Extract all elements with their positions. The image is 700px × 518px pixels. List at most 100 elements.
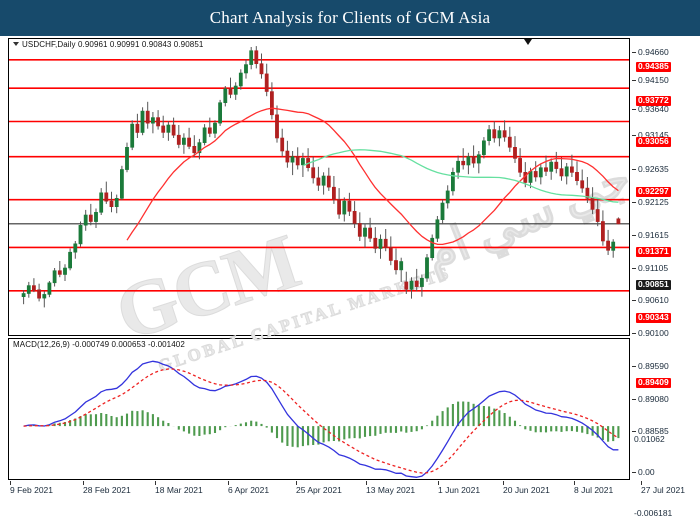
candle-body: [554, 161, 559, 169]
candle-body: [223, 88, 228, 103]
date-axis-label: 13 May 2021: [366, 481, 415, 495]
candle-body: [611, 241, 616, 251]
candle-body: [383, 238, 388, 248]
candle-body: [228, 88, 233, 95]
candle-body: [207, 127, 212, 134]
chevron-down-icon[interactable]: [13, 42, 19, 46]
symbol-ohlc-text: USDCHF,Daily 0.90961 0.90991 0.90843 0.9…: [22, 40, 204, 49]
candle-body: [264, 73, 269, 92]
axis-tick: [83, 481, 84, 485]
candle-body: [435, 219, 440, 239]
price-axis-label: 0.93640: [632, 105, 669, 114]
price-axis-label: 0.90343: [636, 313, 671, 323]
axis-tick: [632, 431, 636, 432]
macd-axis-label: -0.006181: [634, 509, 672, 518]
macd-axis-label: 0.01062: [634, 435, 665, 444]
candle-body: [88, 214, 93, 222]
candle-body: [497, 130, 502, 139]
candle-body: [368, 227, 373, 239]
price-pane[interactable]: GCM GLOBAL CAPITAL MARKETS جي سي ام USDC…: [8, 38, 639, 376]
candle-body: [290, 156, 295, 163]
candle-body: [492, 129, 497, 139]
axis-tick: [632, 135, 636, 136]
candle-body: [280, 137, 285, 152]
price-axis-value: 0.92125: [638, 197, 669, 207]
axis-tick: [228, 481, 229, 485]
candle-body: [549, 161, 554, 172]
candle-body: [238, 72, 243, 87]
macd-signal-line: [23, 368, 619, 474]
axis-tick: [503, 481, 504, 485]
candle-body: [21, 293, 26, 298]
candle-body: [331, 186, 336, 200]
title-bar: Chart Analysis for Clients of GCM Asia: [0, 0, 700, 36]
candle-body: [26, 285, 31, 294]
candle-body: [440, 202, 445, 221]
price-scale[interactable]: 0.94660 0.94385 0.94150 0.93772 0.93640 0.931…: [630, 38, 700, 518]
candle-body: [600, 221, 605, 242]
candle-body: [57, 270, 62, 275]
price-axis-value: 0.93056: [638, 136, 669, 146]
candle-body: [450, 172, 455, 192]
price-axis-value: 0.94150: [638, 75, 669, 85]
macd-axis-label: 0.00: [632, 468, 655, 477]
candle-body: [419, 277, 424, 287]
date-axis-label: 20 Jun 2021: [503, 481, 550, 495]
date-axis-value: 9 Feb 2021: [10, 485, 54, 495]
candle-body: [182, 137, 186, 145]
candle-body: [357, 223, 362, 237]
candle-body: [213, 122, 217, 134]
candle-body: [300, 158, 305, 166]
price-axis-value: 0.91105: [638, 263, 669, 273]
candle-body: [388, 247, 393, 261]
candle-body: [347, 200, 352, 212]
candle-body: [197, 142, 202, 154]
candle-body: [269, 91, 274, 116]
axis-tick: [632, 333, 636, 334]
candle-body: [466, 156, 471, 166]
candle-body: [373, 237, 378, 249]
candle-body: [311, 167, 316, 179]
moving-average-line: [302, 149, 619, 203]
price-axis-value: 0.92635: [638, 164, 669, 174]
candle-body: [218, 102, 223, 124]
price-axis-label: 0.92635: [632, 164, 669, 174]
price-axis-value: 0.91371: [638, 246, 669, 256]
candle-body: [590, 198, 595, 210]
date-axis-label: 27 Jul 2021: [641, 481, 685, 495]
candle-body: [533, 171, 538, 178]
date-axis-value: 18 Mar 2021: [155, 485, 203, 495]
date-axis-value: 1 Jun 2021: [438, 485, 481, 495]
price-axis-value: 0.88585: [638, 426, 669, 436]
candle-body: [616, 218, 621, 225]
price-axis-label: 0.94660: [632, 47, 669, 57]
axis-tick: [632, 169, 636, 170]
axis-tick: [155, 481, 156, 485]
date-axis-label: 1 Jun 2021: [438, 481, 481, 495]
candle-body: [337, 199, 342, 215]
date-axis-label: 18 Mar 2021: [155, 481, 203, 495]
date-axis-label: 25 Apr 2021: [296, 481, 342, 495]
price-axis-value: 0.94660: [638, 47, 669, 57]
price-plot: [9, 46, 629, 308]
price-axis-label: 0.90100: [632, 329, 669, 338]
candle-body: [120, 169, 124, 199]
candle-body: [414, 280, 419, 287]
price-axis-label: 0.89590: [632, 362, 669, 371]
price-axis-label: 0.92297: [636, 187, 671, 197]
axis-tick: [632, 52, 636, 53]
macd-axis-value: -0.006181: [634, 508, 673, 518]
macd-pane[interactable]: MACD(12,26,9) -0.000749 0.000653 -0.0014…: [8, 338, 630, 480]
candle-body: [52, 270, 57, 284]
candle-body: [47, 282, 52, 295]
candle-body: [394, 260, 398, 271]
price-axis-label: 0.89080: [632, 395, 669, 404]
candle-body: [99, 192, 104, 213]
price-axis-label: 0.89409: [636, 378, 671, 388]
candle-body: [445, 190, 450, 204]
candle-body: [528, 171, 533, 183]
date-axis-label: 8 Jul 2021: [574, 481, 613, 495]
axis-tick: [296, 481, 297, 485]
candle-body: [487, 129, 492, 141]
